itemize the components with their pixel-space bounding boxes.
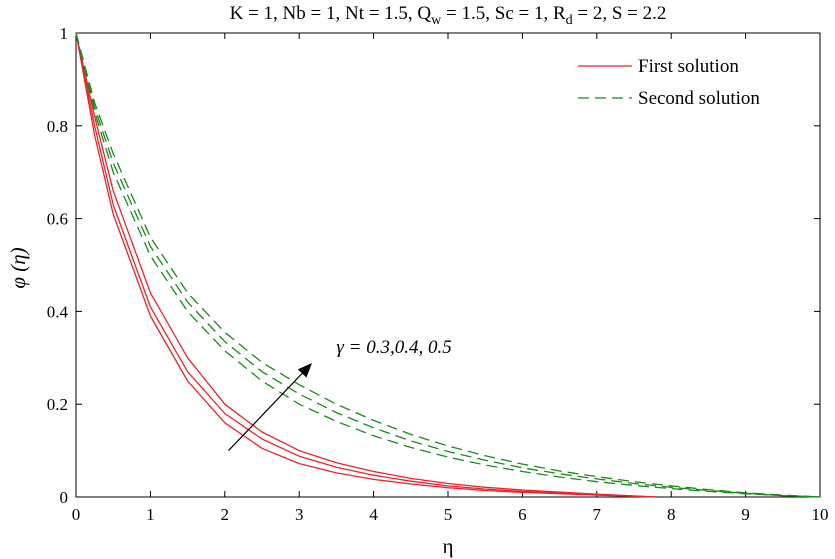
x-tick-label: 8	[667, 505, 676, 524]
tick-group: 0 1 2 3 4 5 6 7 8 9 10 0 0.2 0.4 0.6 0.8 1	[47, 24, 829, 524]
legend-label-first: First solution	[638, 56, 739, 77]
plot-area	[75, 32, 821, 498]
annotation-arrow	[228, 363, 313, 452]
y-tick-label: 0.8	[47, 117, 68, 136]
legend: First solution Second solution	[578, 56, 760, 109]
x-axis-title: η	[443, 534, 454, 558]
x-tick-label: 7	[593, 505, 602, 524]
y-tick-label: 1	[60, 24, 69, 43]
chart-title: K = 1, Nb = 1, Nt = 1.5, Qw = 1.5, Sc = …	[230, 3, 667, 28]
x-tick-label: 10	[812, 505, 829, 524]
x-tick-label: 1	[146, 505, 155, 524]
y-axis-title: φ (η)	[6, 247, 30, 288]
second-solution-line-4	[75, 32, 821, 498]
x-tick-label: 3	[295, 505, 304, 524]
series-group	[75, 32, 821, 498]
legend-label-second: Second solution	[638, 88, 760, 109]
x-tick-label: 6	[518, 505, 527, 524]
title-suffix: = 2, S = 2.2	[573, 3, 667, 24]
second-solution-line-3	[75, 32, 821, 498]
title-middle: = 1.5, Sc = 1, R	[441, 3, 566, 24]
y-tick-label: 0.4	[47, 302, 69, 321]
y-tick-label: 0.2	[47, 395, 68, 414]
y-tick-label: 0	[60, 488, 69, 507]
first-solution-line-0	[75, 32, 657, 498]
title-sub-d: d	[566, 13, 573, 28]
annotation-label: γ = 0.3,0.4, 0.5	[336, 337, 451, 358]
first-solution-line-2	[75, 32, 657, 498]
x-tick-label: 9	[741, 505, 750, 524]
x-tick-label: 4	[369, 505, 378, 524]
y-tick-label: 0.6	[47, 210, 68, 229]
x-tick-label: 2	[221, 505, 230, 524]
title-prefix: K = 1, Nb = 1, Nt = 1.5, Q	[230, 3, 432, 24]
first-solution-line-1	[75, 32, 657, 498]
x-tick-label: 5	[444, 505, 453, 524]
second-solution-line-5	[75, 32, 821, 498]
title-sub-w: w	[431, 13, 442, 28]
x-tick-label: 0	[72, 505, 81, 524]
